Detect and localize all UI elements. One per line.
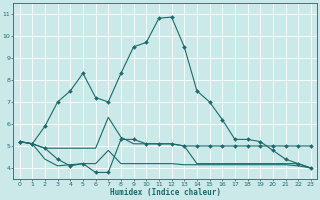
X-axis label: Humidex (Indice chaleur): Humidex (Indice chaleur) xyxy=(110,188,221,197)
